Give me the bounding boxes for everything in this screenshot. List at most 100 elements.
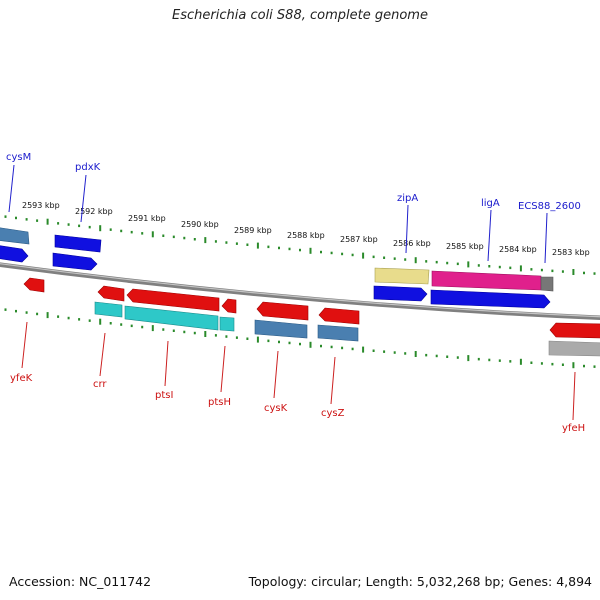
- minor-tick: [540, 362, 543, 365]
- minor-tick: [456, 262, 459, 266]
- gene-feature-zipA[interactable]: [373, 285, 428, 302]
- gene-label-crr[interactable]: crr: [93, 379, 107, 390]
- major-tick: [572, 269, 575, 275]
- major-tick: [204, 331, 207, 337]
- gene-feature-yfeH[interactable]: [549, 322, 600, 339]
- minor-tick: [498, 359, 501, 362]
- minor-tick: [36, 219, 39, 222]
- minor-tick: [320, 250, 322, 254]
- minor-tick: [530, 361, 533, 364]
- gene-feature-pdxK-a[interactable]: [54, 234, 102, 253]
- minor-tick: [540, 268, 543, 272]
- gene-label-cysM[interactable]: cysM: [6, 152, 31, 163]
- minor-tick: [162, 328, 165, 331]
- minor-tick: [214, 240, 217, 243]
- minor-tick: [299, 248, 301, 252]
- callout-line-crr: [99, 332, 106, 377]
- gene-label-yfeH[interactable]: yfeH: [562, 423, 585, 434]
- minor-tick: [404, 258, 407, 261]
- gene-feature-cysM-a[interactable]: [0, 227, 30, 245]
- gene-feature-cysK-steel[interactable]: [254, 319, 308, 339]
- kbp-label: 2590 kbp: [181, 220, 219, 229]
- gene-feature-crr-teal[interactable]: [94, 301, 123, 318]
- minor-tick: [593, 365, 596, 368]
- gene-label-ptsH[interactable]: ptsH: [208, 397, 231, 408]
- minor-tick: [246, 243, 249, 246]
- gene-feature-yfeK[interactable]: [23, 277, 45, 293]
- kbp-label: 2583 kbp: [552, 248, 590, 257]
- forward-gene-callouts: [8, 164, 548, 264]
- minor-tick: [383, 256, 386, 259]
- minor-tick: [530, 268, 533, 271]
- major-tick: [362, 346, 365, 353]
- minor-tick: [214, 334, 217, 337]
- minor-tick: [288, 341, 291, 345]
- gene-feature-cysZ[interactable]: [318, 307, 360, 325]
- gene-feature-ligA[interactable]: [430, 289, 551, 309]
- minor-tick: [183, 236, 186, 240]
- minor-tick: [488, 265, 491, 268]
- kbp-label: 2584 kbp: [499, 245, 537, 254]
- forward-strand-genes: [0, 227, 554, 309]
- minor-tick: [404, 352, 407, 355]
- minor-tick: [36, 312, 39, 316]
- gene-feature-ligA-magenta[interactable]: [431, 270, 542, 291]
- gene-label-pdxK[interactable]: pdxK: [75, 162, 101, 173]
- callout-line-ptsI: [164, 340, 169, 387]
- kbp-scale-labels: 2593 kbp 2592 kbp 2591 kbp 2590 kbp 2589…: [22, 201, 590, 257]
- gene-label-cysK[interactable]: cysK: [264, 403, 288, 414]
- major-tick: [256, 336, 259, 343]
- outer-tick-track: [4, 215, 596, 275]
- minor-tick: [299, 342, 301, 346]
- gene-feature-ptsI-teal[interactable]: [124, 305, 219, 331]
- minor-tick: [351, 347, 354, 351]
- minor-tick: [383, 350, 386, 353]
- minor-tick: [288, 247, 291, 251]
- minor-tick: [172, 329, 175, 332]
- gene-feature-crr[interactable]: [97, 285, 125, 302]
- major-tick: [362, 252, 365, 259]
- minor-tick: [225, 241, 228, 244]
- gene-label-zipA[interactable]: zipA: [397, 193, 418, 204]
- minor-tick: [109, 322, 112, 325]
- gene-label-yfeK[interactable]: yfeK: [10, 373, 33, 384]
- gene-feature-pdxK-b[interactable]: [52, 252, 98, 271]
- minor-tick: [109, 228, 112, 231]
- major-tick: [467, 355, 470, 362]
- minor-tick: [57, 222, 60, 225]
- gene-label-ptsI[interactable]: ptsI: [155, 390, 173, 401]
- major-tick: [309, 247, 312, 254]
- callout-line-cysM: [8, 164, 15, 213]
- gene-label-ECS88-2600[interactable]: ECS88_2600: [518, 201, 581, 212]
- kbp-label: 2589 kbp: [234, 226, 272, 235]
- minor-tick: [57, 315, 60, 318]
- gene-feature-ECS88-2600-gray[interactable]: [540, 276, 554, 292]
- gene-feature-ptsI[interactable]: [126, 288, 220, 312]
- major-tick: [204, 237, 207, 244]
- minor-tick: [4, 215, 7, 218]
- minor-tick: [393, 351, 396, 354]
- gene-feature-ptsH[interactable]: [221, 298, 237, 314]
- genome-backbone: [0, 262, 600, 321]
- minor-tick: [393, 257, 396, 260]
- minor-tick: [267, 339, 270, 343]
- minor-tick: [88, 225, 91, 229]
- callout-line-ptsH: [220, 345, 226, 393]
- minor-tick: [488, 358, 491, 362]
- gene-feature-cysM-b[interactable]: [0, 245, 29, 263]
- minor-tick: [120, 323, 123, 326]
- minor-tick: [78, 318, 81, 321]
- gene-label-cysZ[interactable]: cysZ: [321, 408, 345, 419]
- minor-tick: [15, 216, 17, 220]
- minor-tick: [435, 354, 438, 358]
- callout-line-cysZ: [330, 356, 336, 405]
- gene-feature-zipA-yellow[interactable]: [374, 267, 430, 285]
- gene-feature-cysK[interactable]: [256, 301, 309, 321]
- gene-label-ligA[interactable]: ligA: [481, 198, 500, 209]
- major-tick: [46, 218, 49, 225]
- gene-feature-cysZ-steel[interactable]: [317, 324, 359, 342]
- gene-feature-yfeH-gray[interactable]: [548, 340, 600, 357]
- gene-feature-ptsH-teal[interactable]: [219, 316, 235, 332]
- major-tick: [519, 358, 522, 365]
